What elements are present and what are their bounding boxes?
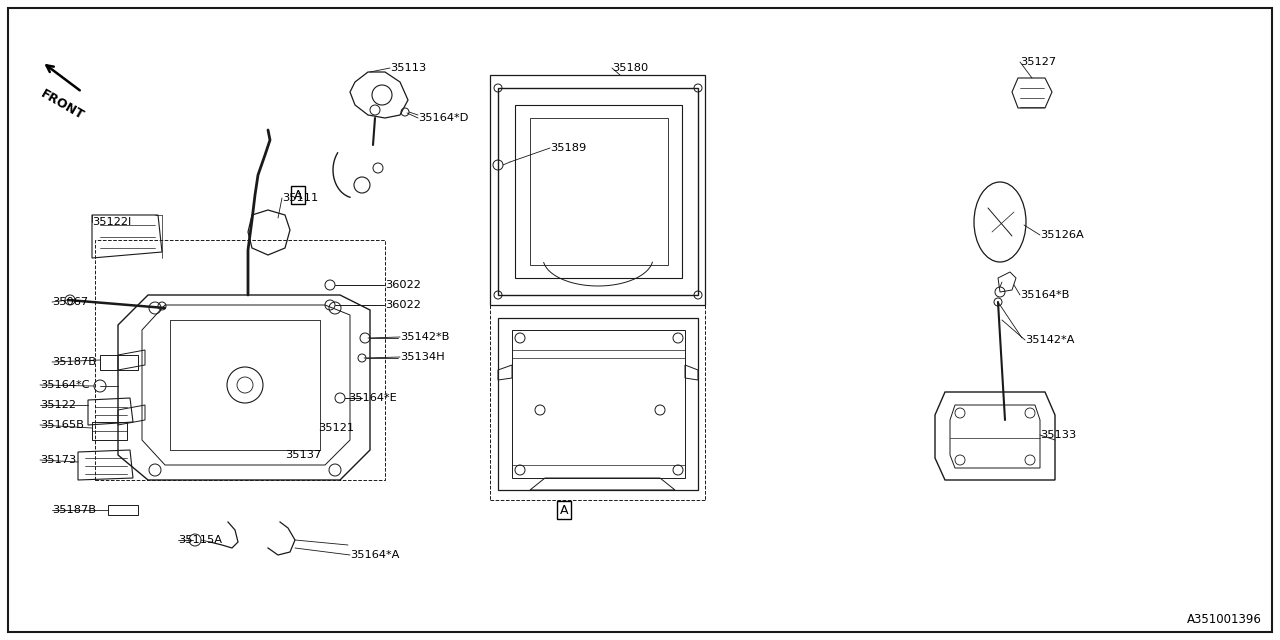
Bar [100,355,138,370]
Bar [108,505,138,515]
Text: 35164*D: 35164*D [419,113,468,123]
Text: 35165B: 35165B [40,420,84,430]
Text: 35187B: 35187B [52,357,96,367]
Text: 35164*A: 35164*A [349,550,399,560]
Text: 35122I: 35122I [92,217,132,227]
Text: 35121: 35121 [317,423,355,433]
Text: 35142*A: 35142*A [1025,335,1074,345]
Text: A: A [293,189,302,202]
Text: 35115A: 35115A [178,535,221,545]
Text: 36022: 36022 [385,280,421,290]
Bar [92,422,127,440]
Text: A: A [559,504,568,516]
Bar [490,75,705,305]
Text: 35126A: 35126A [1039,230,1084,240]
Text: 35187B: 35187B [52,505,96,515]
Text: 35189: 35189 [550,143,586,153]
Text: 35180: 35180 [612,63,648,73]
Text: 35137: 35137 [285,450,321,460]
Text: 35164*B: 35164*B [1020,290,1069,300]
Text: 35111: 35111 [282,193,319,203]
Text: A351001396: A351001396 [1187,613,1262,626]
Text: 35113: 35113 [390,63,426,73]
Text: 35133: 35133 [1039,430,1076,440]
Text: 35127: 35127 [1020,57,1056,67]
Text: 35142*B: 35142*B [399,332,449,342]
Text: FRONT: FRONT [38,88,86,123]
Text: 35164*E: 35164*E [348,393,397,403]
Text: 36022: 36022 [385,300,421,310]
Text: 35122: 35122 [40,400,76,410]
Text: 35164*C: 35164*C [40,380,90,390]
Text: 35134H: 35134H [399,352,444,362]
Text: 35067: 35067 [52,297,88,307]
Text: 35173: 35173 [40,455,77,465]
